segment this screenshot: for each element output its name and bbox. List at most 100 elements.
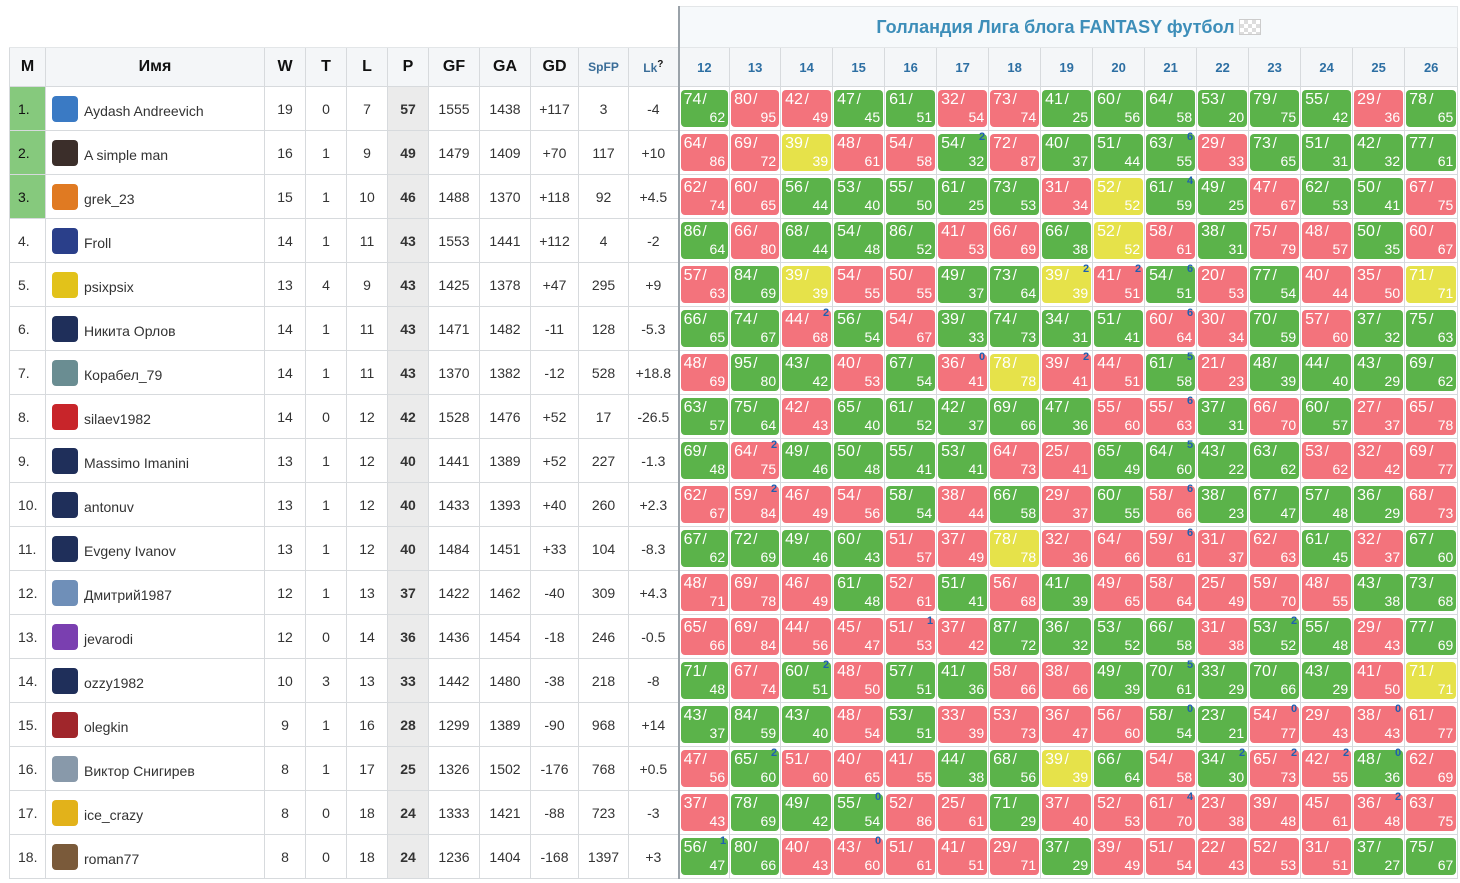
match-result-win[interactable]: 66/65 [680,310,729,347]
match-result-loss[interactable]: 56/68 [990,574,1040,611]
match-cell[interactable]: 53/41 [936,438,990,483]
match-cell[interactable]: 42/32 [1352,130,1406,175]
match-result-win[interactable]: 68/56 [990,750,1040,787]
match-result-loss[interactable]: 29/33 [1198,134,1248,171]
match-result-win[interactable]: 66/58 [990,486,1040,523]
match-result-win[interactable]: 54/32 2 [938,132,988,171]
match-result-loss[interactable]: 40/43 [782,838,832,875]
match-cell[interactable]: 54/56 [832,482,886,527]
match-cell[interactable]: 74/62 [677,86,731,131]
match-cell[interactable]: 61/45 [1300,526,1354,571]
match-cell[interactable]: 54/67 [884,306,938,351]
match-result-win[interactable]: 38/31 [1198,222,1248,259]
match-cell[interactable]: 39/41 2 [1040,350,1094,395]
match-cell[interactable]: 50/35 [1352,218,1406,263]
match-result-win[interactable]: 63/62 [1250,442,1300,479]
match-result-win[interactable]: 79/75 [1250,90,1300,127]
match-result-loss[interactable]: 65/78 [1406,398,1457,435]
match-cell[interactable]: 78/65 [1404,86,1459,131]
match-result-win[interactable]: 49/25 [1198,178,1248,215]
match-result-win[interactable]: 53/40 [834,178,884,215]
match-cell[interactable]: 31/37 [1196,526,1250,571]
match-result-win[interactable]: 73/68 [1406,574,1457,611]
player-name-link[interactable]: antonuv [84,498,134,515]
match-result-win[interactable]: 42/32 [1354,134,1404,171]
match-cell[interactable]: 21/23 [1196,350,1250,395]
match-result-win[interactable]: 55/41 [886,442,936,479]
match-result-loss[interactable]: 64/86 [680,134,729,171]
match-cell[interactable]: 50/55 [884,262,938,307]
avatar[interactable] [52,667,78,694]
match-result-loss[interactable]: 39/41 2 [1042,352,1092,391]
match-cell[interactable]: 39/48 [1248,790,1302,835]
match-result-loss[interactable]: 48/50 [834,662,884,699]
match-cell[interactable]: 63/62 [1248,438,1302,483]
match-cell[interactable]: 41/50 [1352,658,1406,703]
match-cell[interactable]: 65/49 [1092,438,1146,483]
match-result-win[interactable]: 55/54 0 [834,792,884,831]
match-result-loss[interactable]: 57/63 [680,266,729,303]
match-cell[interactable]: 54/48 [832,218,886,263]
match-cell[interactable]: 48/57 [1300,218,1354,263]
match-cell[interactable]: 62/63 [1248,526,1302,571]
league-title[interactable]: Голландия Лига блога FANTASY футбол [876,16,1235,37]
match-cell[interactable]: 77/54 [1248,262,1302,307]
match-cell[interactable]: 36/32 [1040,614,1094,659]
match-result-loss[interactable]: 69/84 [731,618,780,655]
match-cell[interactable]: 75/63 [1404,306,1459,351]
match-result-loss[interactable]: 29/36 [1354,90,1404,127]
header-points[interactable]: P [387,47,429,87]
match-cell[interactable]: 65/66 [677,614,731,659]
match-cell[interactable]: 52/52 [1092,218,1146,263]
match-cell[interactable]: 61/59 4 [1144,174,1198,219]
match-result-loss[interactable]: 62/63 [1250,530,1300,567]
match-cell[interactable]: 58/54 0 [1144,702,1198,747]
match-cell[interactable]: 46/49 [780,482,834,527]
match-result-loss[interactable]: 27/37 [1354,398,1404,435]
match-cell[interactable]: 58/64 [1144,570,1198,615]
match-result-loss[interactable]: 36/41 0 [938,352,988,391]
match-result-win[interactable]: 69/62 [1406,354,1457,391]
match-result-win[interactable]: 37/27 [1354,838,1404,875]
match-cell[interactable]: 62/67 [677,482,731,527]
match-cell[interactable]: 44/51 [1092,350,1146,395]
match-cell[interactable]: 43/22 [1196,438,1250,483]
match-result-loss[interactable]: 54/55 [834,266,884,303]
match-result-loss[interactable]: 32/54 [938,90,988,127]
match-result-win[interactable]: 54/51 6 [1146,264,1196,303]
match-result-loss[interactable]: 47/56 [680,750,729,787]
match-cell[interactable]: 62/53 [1300,174,1354,219]
match-result-win[interactable]: 73/65 [1250,134,1300,171]
match-cell[interactable]: 60/65 [729,174,782,219]
match-cell[interactable]: 25/41 [1040,438,1094,483]
match-cell[interactable]: 56/44 [780,174,834,219]
match-result-win[interactable]: 77/69 [1406,618,1457,655]
match-cell[interactable]: 31/38 [1196,614,1250,659]
match-cell[interactable]: 63/57 [677,394,731,439]
match-cell[interactable]: 55/42 [1300,86,1354,131]
header-round[interactable]: 21 [1144,47,1198,87]
match-result-win[interactable]: 37/32 [1354,310,1404,347]
match-result-loss[interactable]: 59/84 2 [731,484,780,523]
match-result-win[interactable]: 65/60 2 [731,748,780,787]
match-result-win[interactable]: 66/58 [1146,618,1196,655]
match-result-loss[interactable]: 60/64 6 [1146,308,1196,347]
match-cell[interactable]: 68/44 [780,218,834,263]
match-result-win[interactable]: 48/39 [1250,354,1300,391]
match-result-loss[interactable]: 52/86 [886,794,936,831]
player-name-link[interactable]: Виктор Снигирев [84,762,195,779]
match-result-loss[interactable]: 31/51 [1302,838,1352,875]
match-cell[interactable]: 86/52 [884,218,938,263]
match-cell[interactable]: 43/37 [677,702,731,747]
header-wins[interactable]: W [264,47,306,87]
match-result-loss[interactable]: 63/75 [1406,794,1457,831]
match-result-loss[interactable]: 23/38 [1198,794,1248,831]
header-position[interactable]: M [9,47,46,87]
match-cell[interactable]: 65/40 [832,394,886,439]
match-result-loss[interactable]: 29/43 [1302,706,1352,743]
avatar[interactable] [52,227,78,254]
match-result-loss[interactable]: 54/56 [834,486,884,523]
match-result-win[interactable]: 23/21 [1198,706,1248,743]
match-result-win[interactable]: 49/39 [1094,662,1144,699]
match-cell[interactable]: 51/60 [780,746,834,791]
